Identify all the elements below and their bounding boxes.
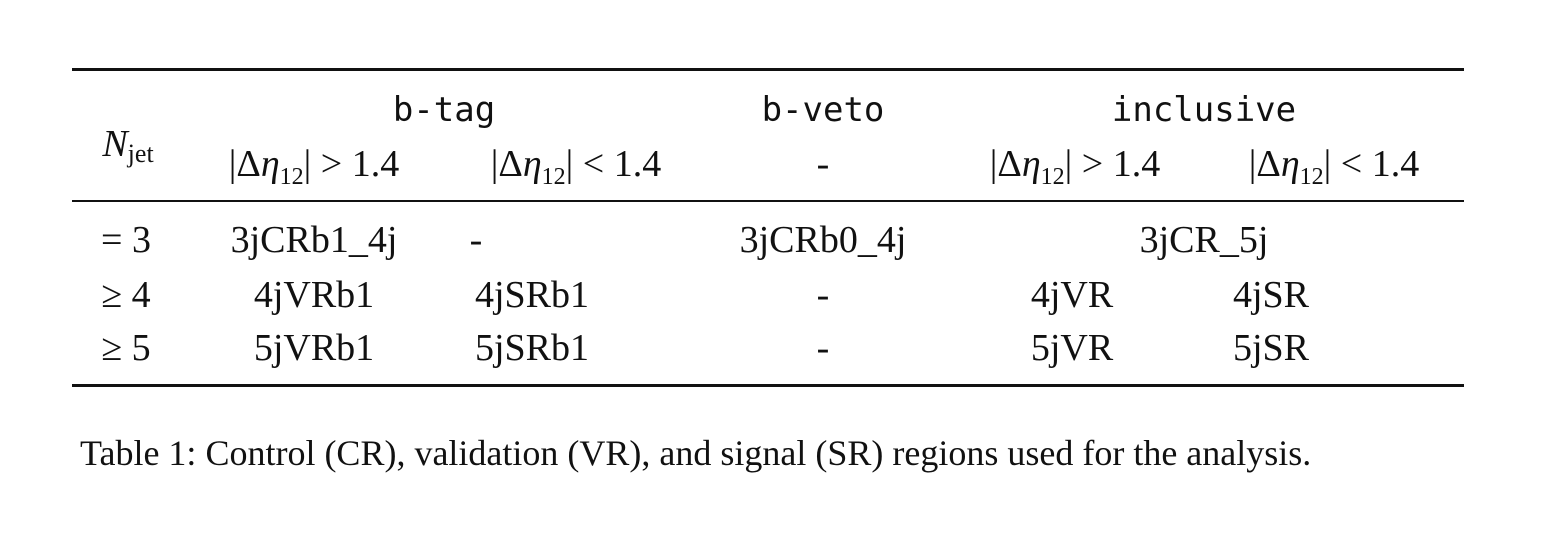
eta-subscript: 12 (1299, 164, 1324, 190)
region-cell: 4jSR (1232, 274, 1310, 316)
njet-subscript: jet (127, 139, 154, 168)
subheader-btag-gt: |Δη12| > 1.4 (228, 143, 400, 189)
delta-prefix: |Δ (989, 143, 1022, 185)
region-cell: 5jSRb1 (474, 327, 590, 369)
njet-header: Njet (102, 123, 153, 167)
cut-suffix: | > 1.4 (303, 143, 400, 185)
table-top-rule (72, 68, 1464, 71)
eta-subscript: 12 (541, 164, 566, 190)
subheader-incl-lt: |Δη12| < 1.4 (1248, 143, 1420, 189)
region-cell: 5jVR (1030, 327, 1114, 369)
regions-table: Njet b-tag b-veto inclusive |Δη12| > 1.4… (72, 68, 1464, 388)
eta-subscript: 12 (1040, 164, 1065, 190)
eta-symbol: η (1021, 143, 1041, 185)
row-njet: ≥ 4 (101, 274, 151, 316)
subheader-bveto: - (816, 143, 830, 185)
row-njet: ≥ 5 (101, 327, 151, 369)
subheader-incl-gt: |Δη12| > 1.4 (989, 143, 1161, 189)
region-cell: 3jCR_5j (1139, 219, 1269, 261)
group-header-inclusive: inclusive (1111, 90, 1297, 130)
cut-suffix: | < 1.4 (565, 143, 662, 185)
njet-symbol: N (102, 123, 128, 165)
delta-prefix: |Δ (1248, 143, 1281, 185)
subheader-btag-lt: |Δη12| < 1.4 (490, 143, 662, 189)
region-cell: 3jCRb1_4j (230, 219, 398, 261)
region-cell: 5jVRb1 (253, 327, 375, 369)
eta-subscript: 12 (279, 164, 304, 190)
row-njet: = 3 (101, 219, 151, 261)
group-header-bveto: b-veto (761, 90, 885, 130)
cut-suffix: | < 1.4 (1323, 143, 1420, 185)
delta-prefix: |Δ (490, 143, 523, 185)
region-cell: - (816, 274, 830, 316)
eta-symbol: η (260, 143, 280, 185)
table-caption: Table 1: Control (CR), validation (VR), … (80, 433, 1312, 473)
region-cell: - (469, 219, 483, 261)
table-header-rule (72, 200, 1464, 202)
group-header-btag: b-tag (392, 90, 496, 130)
delta-prefix: |Δ (228, 143, 261, 185)
region-cell: 3jCRb0_4j (739, 219, 907, 261)
region-cell: 4jSRb1 (474, 274, 590, 316)
region-cell: - (816, 327, 830, 369)
eta-symbol: η (1280, 143, 1300, 185)
eta-symbol: η (522, 143, 542, 185)
region-cell: 4jVR (1030, 274, 1114, 316)
region-cell: 5jSR (1232, 327, 1310, 369)
cut-suffix: | > 1.4 (1064, 143, 1161, 185)
region-cell: 4jVRb1 (253, 274, 375, 316)
table-bottom-rule (72, 384, 1464, 387)
